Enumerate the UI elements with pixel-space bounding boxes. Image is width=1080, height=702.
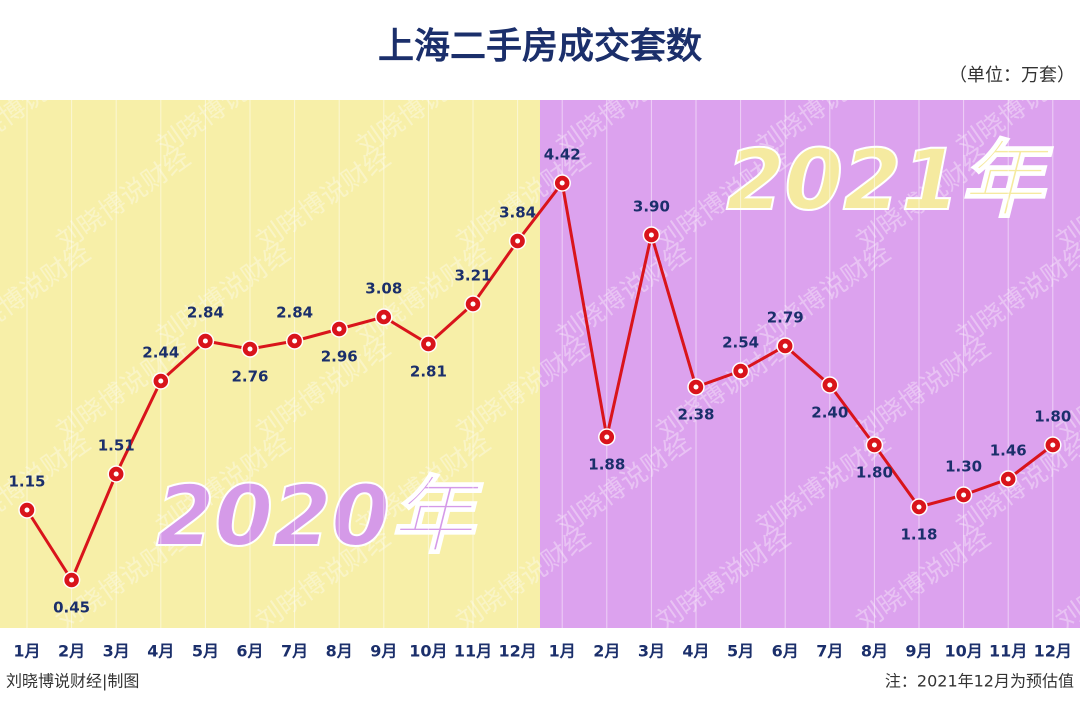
value-label: 2.38 (677, 406, 714, 424)
x-tick-label: 4月 (682, 642, 709, 661)
note: 注：2021年12月为预估值 (885, 672, 1074, 691)
marker-dot (292, 338, 298, 344)
x-tick-label: 12月 (498, 642, 536, 661)
x-tick-label: 2月 (58, 642, 85, 661)
period-annotation: 2020年 (156, 467, 483, 565)
value-label: 4.42 (544, 146, 581, 164)
marker-dot (1050, 442, 1056, 448)
marker-dot (871, 442, 877, 448)
x-tick-label: 9月 (370, 642, 397, 661)
value-label: 2.81 (410, 363, 447, 381)
marker-dot (381, 314, 387, 320)
marker-dot (961, 492, 967, 498)
value-label: 2.54 (722, 334, 759, 352)
period-2021-bg (540, 100, 1080, 628)
marker-dot (693, 384, 699, 390)
marker-dot (1005, 476, 1011, 482)
value-label: 1.80 (1034, 408, 1071, 426)
value-label: 3.21 (454, 267, 491, 285)
marker-dot (158, 378, 164, 384)
marker-dot (247, 346, 253, 352)
value-label: 2.44 (142, 344, 179, 362)
marker-dot (604, 434, 610, 440)
x-tick-label: 6月 (236, 642, 263, 661)
value-label: 0.45 (53, 599, 90, 617)
x-tick-label: 10月 (409, 642, 447, 661)
marker-dot (559, 180, 565, 186)
value-label: 1.46 (990, 442, 1027, 460)
marker-dot (738, 368, 744, 374)
chart-title: 上海二手房成交套数 (378, 25, 702, 67)
value-label: 1.80 (856, 464, 893, 482)
unit-label: （单位：万套） (949, 65, 1075, 86)
x-tick-label: 6月 (772, 642, 799, 661)
marker-dot (24, 507, 30, 513)
x-tick-label: 1月 (13, 642, 40, 661)
marker-dot (202, 338, 208, 344)
marker-dot (470, 301, 476, 307)
value-label: 2.76 (231, 368, 268, 386)
value-label: 1.51 (98, 437, 135, 455)
x-tick-label: 11月 (989, 642, 1027, 661)
x-tick-label: 8月 (861, 642, 888, 661)
x-tick-label: 5月 (727, 642, 754, 661)
x-tick-label: 1月 (549, 642, 576, 661)
value-label: 2.40 (811, 404, 848, 422)
source: 刘晓博说财经|制图 (6, 672, 139, 691)
marker-dot (113, 471, 119, 477)
marker-dot (916, 504, 922, 510)
x-tick-label: 8月 (326, 642, 353, 661)
value-label: 3.90 (633, 198, 670, 216)
value-label: 2.84 (276, 304, 313, 322)
line (25, 179, 1054, 584)
value-label: 1.88 (588, 456, 625, 474)
x-tick-label: 12月 (1034, 642, 1072, 661)
x-tick-label: 7月 (281, 642, 308, 661)
x-tick-label: 3月 (103, 642, 130, 661)
value-label: 1.18 (900, 526, 937, 544)
value-label: 2.79 (767, 309, 804, 327)
value-label: 1.15 (8, 473, 45, 491)
value-label: 2.96 (321, 348, 358, 366)
x-tick-label: 5月 (192, 642, 219, 661)
marker-dot (782, 343, 788, 349)
x-tick-label: 2月 (593, 642, 620, 661)
value-label: 2.84 (187, 304, 224, 322)
marker-dot (827, 382, 833, 388)
marker-dot (515, 238, 521, 244)
x-tick-label: 7月 (816, 642, 843, 661)
marker-dot (425, 341, 431, 347)
value-label: 3.84 (499, 204, 536, 222)
x-tick-label: 9月 (905, 642, 932, 661)
value-label: 3.08 (365, 280, 402, 298)
marker-dot (69, 577, 75, 583)
x-tick-label: 3月 (638, 642, 665, 661)
value-label: 1.30 (945, 458, 982, 476)
period-annotation: 2021年 (726, 131, 1053, 229)
x-tick-label: 11月 (454, 642, 492, 661)
marker-dot (648, 232, 654, 238)
x-tick-label: 4月 (147, 642, 174, 661)
x-tick-label: 10月 (944, 642, 982, 661)
marker-dot (336, 326, 342, 332)
